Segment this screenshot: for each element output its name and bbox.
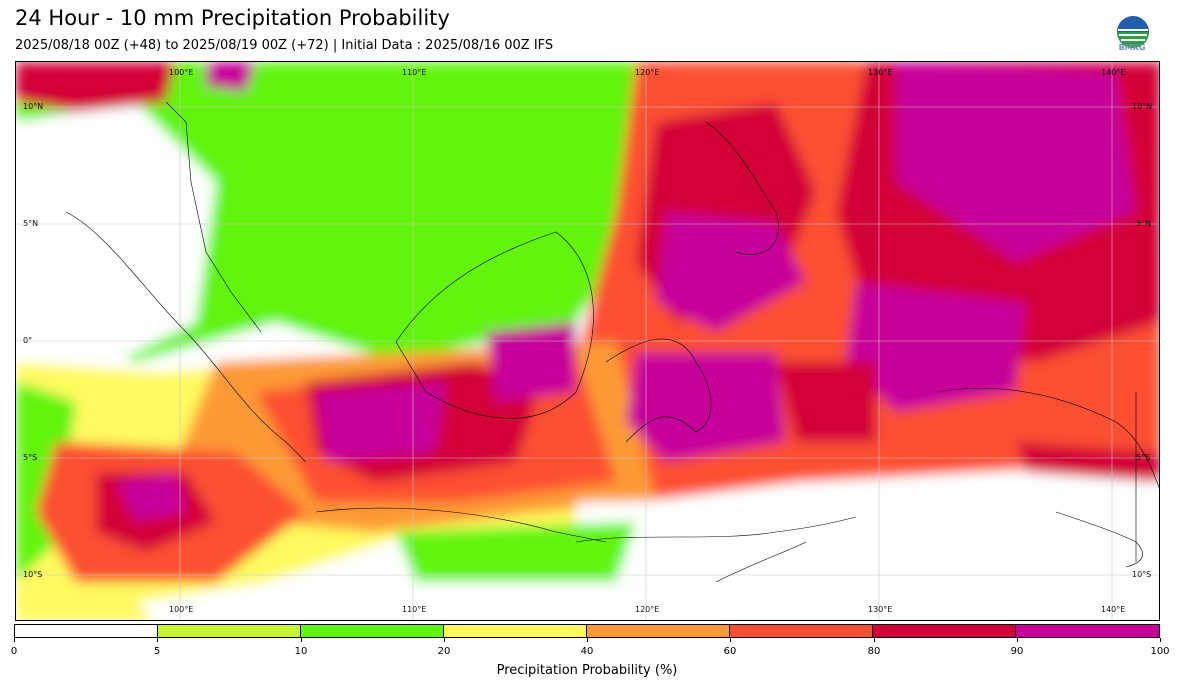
- map-gridlines: [16, 62, 1159, 620]
- colorbar-tick-label: 90: [1010, 646, 1024, 657]
- colorbar-tick-label: 20: [437, 646, 451, 657]
- lat-label-5s-right: 5°S: [1136, 453, 1151, 462]
- colorbar-tick-label: 40: [580, 646, 594, 657]
- bmkg-logo: [1117, 16, 1149, 48]
- colorbar-tick-label: 80: [867, 646, 881, 657]
- colorbar-tick-mark: [1017, 638, 1018, 642]
- colorbar-segment: [1016, 625, 1159, 637]
- colorbar-segment: [444, 625, 587, 637]
- lat-label-5s-left: 5°S: [23, 453, 38, 462]
- map-canvas: [16, 62, 1159, 620]
- lon-label-140e-bottom: 140°E: [1101, 605, 1126, 614]
- lon-label-140e-top: 140°E: [1101, 68, 1126, 77]
- lon-label-120e-top: 120°E: [635, 68, 660, 77]
- colorbar-tick-label: 0: [10, 646, 18, 657]
- colorbar-segment: [873, 625, 1016, 637]
- lat-label-0-left: 0°: [23, 336, 33, 345]
- bmkg-logo-text: BMKG: [1118, 43, 1146, 52]
- colorbar-tick-label: 5: [153, 646, 161, 657]
- lon-label-100e-top: 100°E: [169, 68, 194, 77]
- coastlines: [65, 101, 1159, 583]
- lon-label-100e-bottom: 100°E: [169, 605, 194, 614]
- probability-field: [16, 62, 1159, 620]
- colorbar-tick-mark: [1160, 638, 1161, 642]
- colorbar-tick-mark: [301, 638, 302, 642]
- lat-label-5n-left: 5°N: [23, 219, 39, 228]
- colorbar-tick-mark: [444, 638, 445, 642]
- lon-label-130e-bottom: 130°E: [868, 605, 893, 614]
- lat-label-10s-left: 10°S: [23, 570, 43, 579]
- lat-label-5n-right: 5°N: [1136, 219, 1152, 228]
- chart-subtitle: 2025/08/18 00Z (+48) to 2025/08/19 00Z (…: [15, 38, 554, 53]
- colorbar-tick-label: 10: [294, 646, 308, 657]
- lon-label-120e-bottom: 120°E: [635, 605, 660, 614]
- colorbar-tick-mark: [14, 638, 15, 642]
- lon-label-130e-top: 130°E: [868, 68, 893, 77]
- lat-label-10n-right: 10°N: [1132, 102, 1153, 111]
- lon-label-110e-bottom: 110°E: [402, 605, 427, 614]
- colorbar-tick-label: 100: [1150, 646, 1170, 657]
- chart-title: 24 Hour - 10 mm Precipitation Probabilit…: [15, 6, 450, 30]
- colorbar-segment: [158, 625, 301, 637]
- colorbar-tick-mark: [730, 638, 731, 642]
- colorbar-tick-mark: [874, 638, 875, 642]
- colorbar-segment: [15, 625, 158, 637]
- colorbar-segment: [301, 625, 444, 637]
- precipitation-map: 100°E 110°E 120°E 130°E 140°E 100°E 110°…: [15, 61, 1160, 621]
- colorbar-segment: [587, 625, 730, 637]
- colorbar-segment: [730, 625, 873, 637]
- colorbar: [14, 624, 1160, 638]
- lon-label-110e-top: 110°E: [402, 68, 427, 77]
- colorbar-tick-mark: [587, 638, 588, 642]
- colorbar-label: Precipitation Probability (%): [496, 663, 678, 678]
- colorbar-tick-label: 60: [723, 646, 737, 657]
- colorbar-tick-mark: [157, 638, 158, 642]
- lat-label-10s-right: 10°S: [1132, 570, 1152, 579]
- lat-label-10n-left: 10°N: [23, 102, 44, 111]
